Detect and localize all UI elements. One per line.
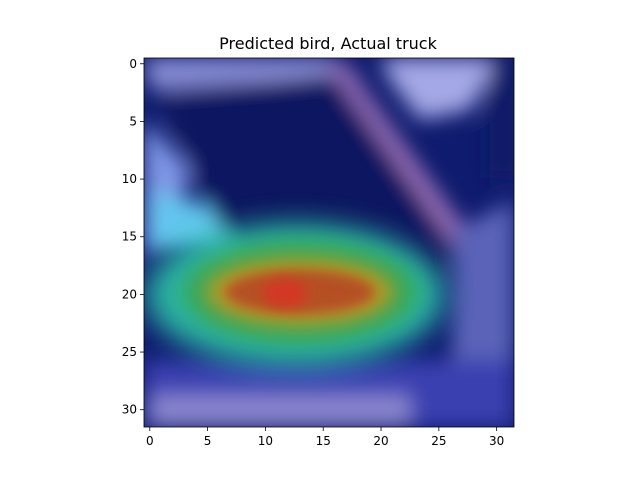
y-tick-label: 30 (122, 403, 137, 417)
x-tick-label: 10 (258, 434, 273, 448)
heat-ring-hot (263, 279, 307, 307)
x-tick-label: 30 (489, 434, 504, 448)
image-region-top-right-dark (490, 58, 514, 178)
y-tick-label: 15 (122, 230, 137, 244)
image-region-bottom-light (150, 395, 410, 427)
y-tick-label: 20 (122, 287, 137, 301)
y-tick-label: 25 (122, 345, 137, 359)
heatmap-image (144, 58, 514, 427)
image-region-sky-top (144, 58, 360, 90)
x-tick-label: 15 (316, 434, 331, 448)
image-region-diagonal-stripe (325, 62, 495, 280)
x-tick-label: 0 (146, 434, 154, 448)
y-tick-label: 5 (129, 114, 137, 128)
x-tick-label: 20 (373, 434, 388, 448)
x-tick-label: 5 (204, 434, 212, 448)
image-region-sky-right (380, 58, 500, 120)
chart-title: Predicted bird, Actual truck (219, 34, 437, 53)
y-axis: 0 5 10 15 20 25 30 (122, 57, 144, 417)
y-tick-label: 0 (129, 57, 137, 71)
axes-frame (143, 57, 515, 428)
x-axis: 0 5 10 15 20 25 30 (146, 427, 504, 448)
x-tick-label: 25 (431, 434, 446, 448)
y-tick-label: 10 (122, 172, 137, 186)
